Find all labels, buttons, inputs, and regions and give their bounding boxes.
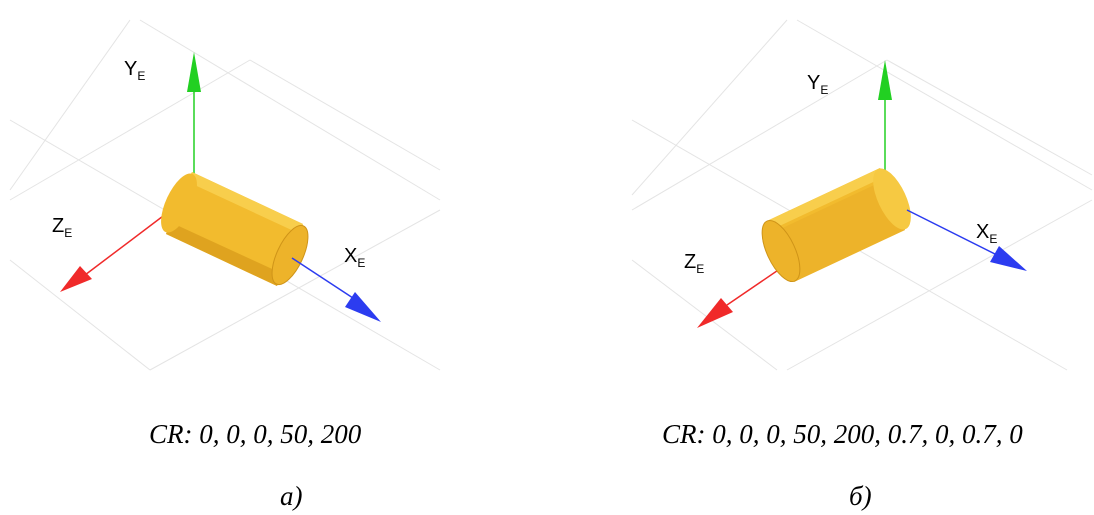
figure-panel-a: YE ZE XE — [0, 0, 445, 380]
svg-text:YE: YE — [807, 72, 828, 97]
z-axis-b: ZE — [684, 251, 791, 328]
caption-a: CR: 0, 0, 0, 50, 200 — [149, 419, 362, 449]
panel-tag-a: a) — [280, 481, 303, 511]
y-axis-b: YE — [807, 60, 892, 180]
grid-b — [631, 19, 1093, 371]
grid-a — [9, 19, 441, 371]
x-arrowhead-icon — [345, 292, 381, 322]
z-arrowhead-icon — [697, 298, 733, 328]
z-arrowhead-icon — [60, 266, 92, 292]
caption-b: CR: 0, 0, 0, 50, 200, 0.7, 0, 0.7, 0 — [662, 419, 1023, 449]
y-arrowhead-icon — [878, 60, 892, 100]
figure-panel-b: YE ZE XE — [627, 0, 1094, 380]
cylinder-icon — [761, 168, 911, 282]
svg-text:YE: YE — [124, 58, 145, 83]
z-axis-a: ZE — [52, 206, 176, 292]
svg-text:ZE: ZE — [52, 215, 72, 240]
svg-text:XE: XE — [344, 245, 365, 270]
x-arrowhead-icon — [990, 246, 1027, 271]
x-axis-b: XE — [906, 209, 1027, 271]
x-axis-a: XE — [291, 245, 381, 322]
panel-tag-b: б) — [849, 481, 872, 511]
y-axis-a: YE — [124, 52, 201, 190]
cylinder-icon — [161, 172, 309, 286]
scene-a: YE ZE XE — [9, 19, 441, 371]
svg-text:XE: XE — [976, 221, 997, 246]
scene-b: YE ZE XE — [631, 19, 1093, 371]
svg-text:ZE: ZE — [684, 251, 704, 276]
y-arrowhead-icon — [187, 52, 201, 92]
